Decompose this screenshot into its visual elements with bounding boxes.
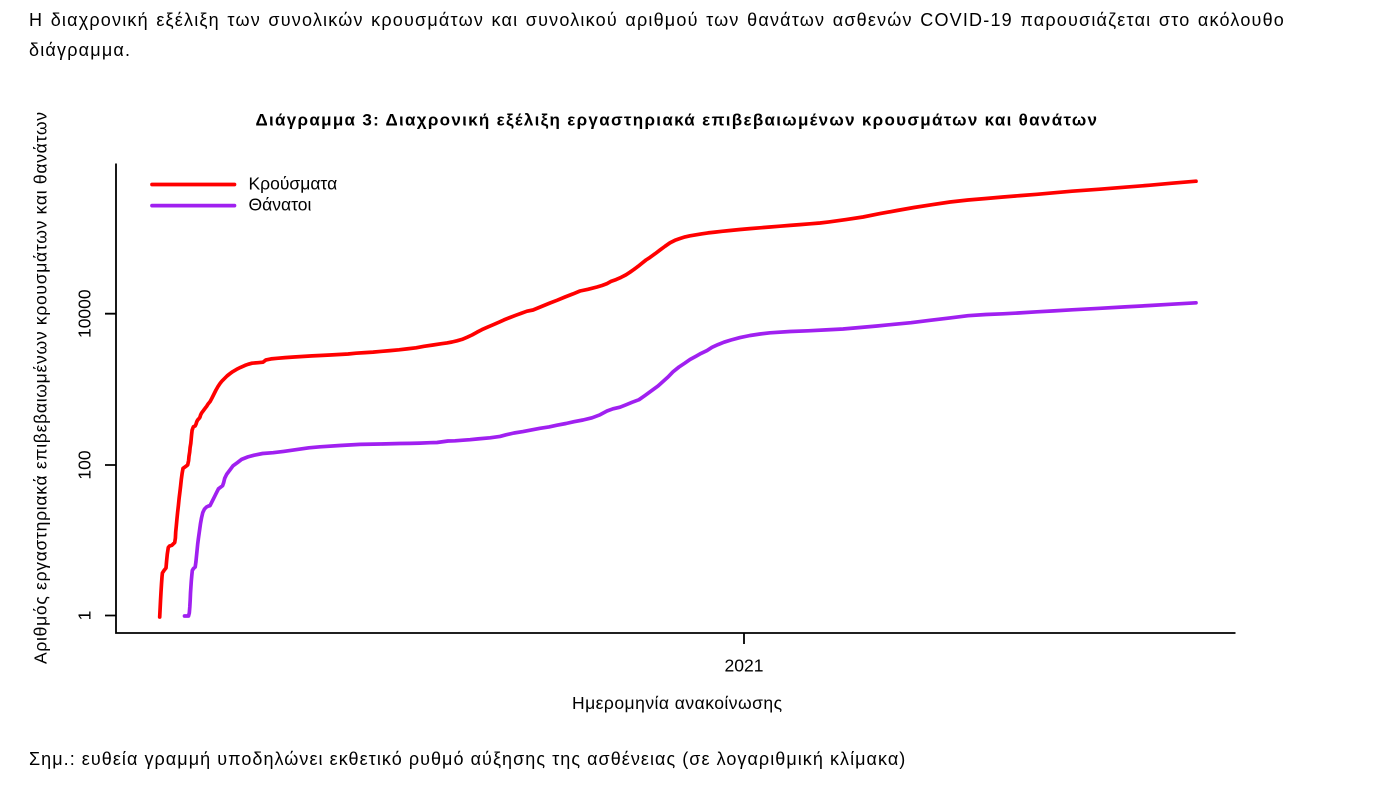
svg-text:100: 100 <box>75 450 95 479</box>
svg-text:Ημερομηνία ανακοίνωσης: Ημερομηνία ανακοίνωσης <box>572 693 782 713</box>
svg-text:1: 1 <box>75 611 95 621</box>
svg-text:Θάνατοι: Θάνατοι <box>249 194 312 214</box>
svg-text:Κρούσματα: Κρούσματα <box>249 174 338 194</box>
svg-text:10000: 10000 <box>75 289 95 338</box>
svg-text:Αριθμός εργαστηριακά επιβεβαιω: Αριθμός εργαστηριακά επιβεβαιωμένων κρου… <box>31 112 51 664</box>
svg-text:Διάγραμμα 3: Διαχρονική εξέλιξ: Διάγραμμα 3: Διαχρονική εξέλιξη εργαστηρ… <box>256 111 1098 130</box>
svg-text:2021: 2021 <box>725 656 764 676</box>
